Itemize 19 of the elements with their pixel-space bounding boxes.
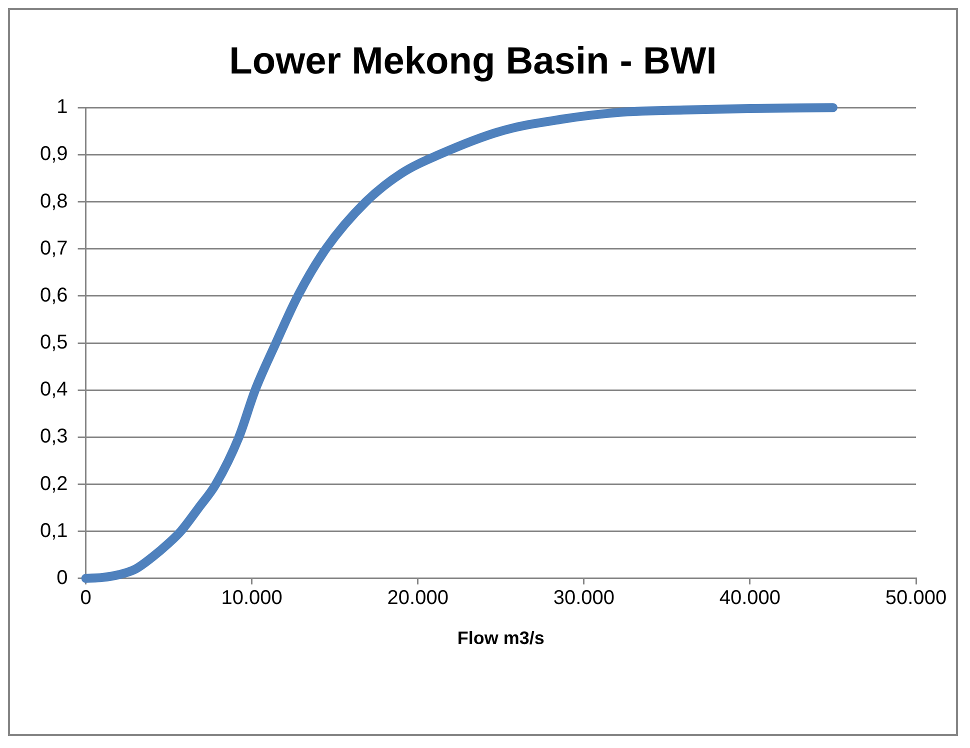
x-tick-label: 50.000 [885,586,947,609]
x-tick-label: 40.000 [719,586,781,609]
y-tick-label: 0,4 [40,378,68,401]
y-tick-label: 0,2 [40,472,68,495]
x-tick-label: 30.000 [553,586,615,609]
y-tick-label: 0,8 [40,190,68,212]
chart-title: Lower Mekong Basin - BWI [229,40,717,82]
x-tick-label: 0 [80,586,92,609]
y-tick-label: 0 [56,566,68,589]
y-tick-label: 0,1 [40,520,68,542]
x-tick-label: 20.000 [387,586,448,609]
y-tick-label: 0,9 [40,143,68,166]
x-tick-label: 10.000 [221,586,282,609]
y-tick-label: 0,3 [40,426,68,448]
y-tick-label: 0,6 [40,284,68,306]
y-tick-label: 0,5 [40,332,68,354]
y-tick-label: 0,7 [40,237,68,260]
y-tick-label: 1 [56,96,68,118]
x-axis-title: Flow m3/s [457,628,544,648]
